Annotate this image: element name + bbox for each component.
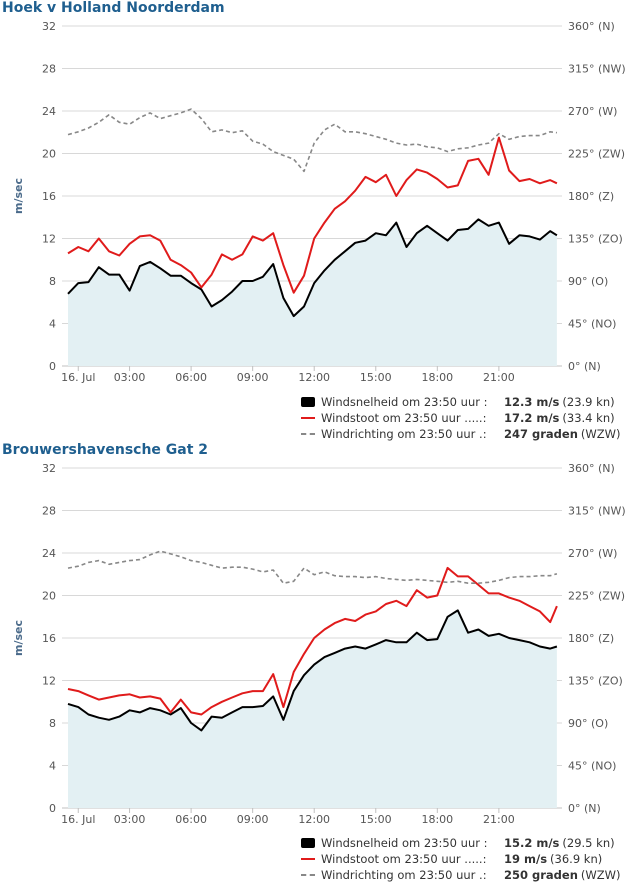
legend-value: 250 graden (WZW): [504, 868, 621, 882]
x-tick-label: 18:00: [421, 813, 453, 826]
y2-tick-label: 360° (N): [568, 462, 615, 475]
series-area-windsnelheid: [68, 219, 557, 366]
direction-swatch-icon: [301, 433, 315, 435]
wind-chart-0: 0 4 8 12 16 20 24 28 32 0° (N) 45° (NO) 90° (O) 135°…: [12, 20, 626, 384]
x-tick-label: 03:00: [114, 813, 146, 826]
legend-item-direction[interactable]: Windrichting om 23:50 uur .: 250 graden(…: [299, 867, 629, 883]
x-tick-label: 21:00: [483, 813, 515, 826]
x-tick-label: 21:00: [483, 371, 515, 384]
x-tick-label: 15:00: [360, 371, 392, 384]
legend-label: Windrichting om 23:50 uur .:: [321, 427, 487, 441]
y-tick-label: 8: [49, 717, 56, 730]
y-tick-label: 4: [49, 760, 56, 773]
y2-tick-label: 45° (NO): [568, 318, 616, 331]
legend-label: Windstoot om 23:50 uur .....:: [321, 411, 487, 425]
x-tick-label: 15:00: [360, 813, 392, 826]
y2-tick-label: 270° (W): [568, 105, 617, 118]
y2-tick-label: 315° (NW): [568, 505, 626, 518]
x-tick-label: 06:00: [175, 371, 207, 384]
y-tick-label: 28: [42, 505, 56, 518]
direction-swatch-icon: [301, 874, 315, 876]
y2-tick-label: 180° (Z): [568, 190, 614, 203]
legend-item-gust[interactable]: Windstoot om 23:50 uur .....: 19 m/s (36.…: [299, 851, 629, 867]
series-line-windrichting: [67, 108, 558, 173]
legend-item-speed[interactable]: Windsnelheid om 23:50 uur : 15.2 m/s (29.…: [299, 835, 629, 851]
series-line-windsnelheid: [67, 609, 558, 732]
gust-swatch-icon: [301, 858, 315, 860]
y-tick-label: 4: [49, 318, 56, 331]
legend-item-gust[interactable]: Windstoot om 23:50 uur .....: 17.2 m/s (3…: [299, 410, 629, 426]
legend-value: 247 graden (WZW): [504, 427, 621, 441]
x-tick-label: 09:00: [237, 371, 269, 384]
legend-label: Windsnelheid om 23:50 uur :: [321, 395, 488, 409]
chart-legend-1: Windsnelheid om 23:50 uur : 15.2 m/s (29.…: [299, 835, 629, 883]
legend-label: Windsnelheid om 23:50 uur :: [321, 836, 488, 850]
chart-legend-0: Windsnelheid om 23:50 uur : 12.3 m/s (23.…: [299, 394, 629, 442]
legend-value: 12.3 m/s (23.9 kn): [504, 395, 615, 409]
x-tick-label: 12:00: [298, 371, 330, 384]
x-tick-label: 12:00: [298, 813, 330, 826]
legend-label: Windstoot om 23:50 uur .....:: [321, 852, 487, 866]
legend-value: 19 m/s (36.9 kn): [504, 852, 603, 866]
legend-item-direction[interactable]: Windrichting om 23:50 uur .: 247 graden(…: [299, 426, 629, 442]
legend-value: 17.2 m/s (33.4 kn): [504, 411, 615, 425]
y-tick-label: 24: [42, 105, 56, 118]
y2-tick-label: 270° (W): [568, 547, 617, 560]
x-tick-label: 16. Jul: [61, 813, 95, 826]
series-line-windstoot: [67, 566, 558, 716]
y-tick-label: 20: [42, 148, 56, 161]
legend-value: 15.2 m/s (29.5 kn): [504, 836, 615, 850]
y2-tick-label: 135° (ZO): [568, 233, 623, 246]
gust-swatch-icon: [301, 417, 315, 419]
y-tick-label: 0: [49, 360, 56, 373]
y-axis-label: m/sec: [12, 620, 25, 656]
y-axis-label: m/sec: [12, 178, 25, 214]
y2-tick-label: 0° (N): [568, 360, 601, 373]
series-line-windstoot: [67, 136, 558, 294]
y-tick-label: 12: [42, 233, 56, 246]
y-tick-label: 16: [42, 190, 56, 203]
y-tick-label: 24: [42, 547, 56, 560]
y2-tick-label: 225° (ZW): [568, 148, 625, 161]
y2-tick-label: 90° (O): [568, 717, 608, 730]
x-tick-label: 09:00: [237, 813, 269, 826]
chart-title: Brouwershavensche Gat 2: [2, 442, 209, 458]
x-tick-label: 03:00: [114, 371, 146, 384]
chart-title: Hoek v Holland Noorderdam: [2, 0, 225, 16]
y2-tick-label: 90° (O): [568, 275, 608, 288]
y2-tick-label: 180° (Z): [568, 632, 614, 645]
station-panel-1: Brouwershavensche Gat 2 0 4 8 12 16 20 24 28 32 0…: [0, 442, 629, 883]
x-tick-label: 16. Jul: [61, 371, 95, 384]
y-tick-label: 20: [42, 590, 56, 603]
series-area-windsnelheid: [68, 610, 557, 808]
y-tick-label: 28: [42, 63, 56, 76]
series-line-windsnelheid: [67, 218, 558, 318]
y-tick-label: 16: [42, 632, 56, 645]
y-tick-label: 32: [42, 462, 56, 475]
y-tick-label: 12: [42, 675, 56, 688]
y-tick-label: 0: [49, 802, 56, 815]
wind-chart-1: 0 4 8 12 16 20 24 28 32 0° (N) 45° (NO) 90° (O) 135°…: [12, 462, 626, 826]
x-tick-label: 18:00: [421, 371, 453, 384]
y2-tick-label: 360° (N): [568, 20, 615, 33]
y2-tick-label: 315° (NW): [568, 63, 626, 76]
y2-tick-label: 0° (N): [568, 802, 601, 815]
y2-tick-label: 135° (ZO): [568, 675, 623, 688]
station-panel-0: Hoek v Holland Noorderdam 0 4 8 12 16 20 24 28 3…: [0, 0, 629, 442]
y-tick-label: 8: [49, 275, 56, 288]
y2-tick-label: 45° (NO): [568, 760, 616, 773]
y2-tick-label: 225° (ZW): [568, 590, 625, 603]
y-tick-label: 32: [42, 20, 56, 33]
speed-swatch-icon: [301, 838, 315, 848]
series-line-windrichting: [67, 550, 558, 584]
x-tick-label: 06:00: [175, 813, 207, 826]
speed-swatch-icon: [301, 397, 315, 407]
legend-label: Windrichting om 23:50 uur .:: [321, 868, 487, 882]
legend-item-speed[interactable]: Windsnelheid om 23:50 uur : 12.3 m/s (23.…: [299, 394, 629, 410]
